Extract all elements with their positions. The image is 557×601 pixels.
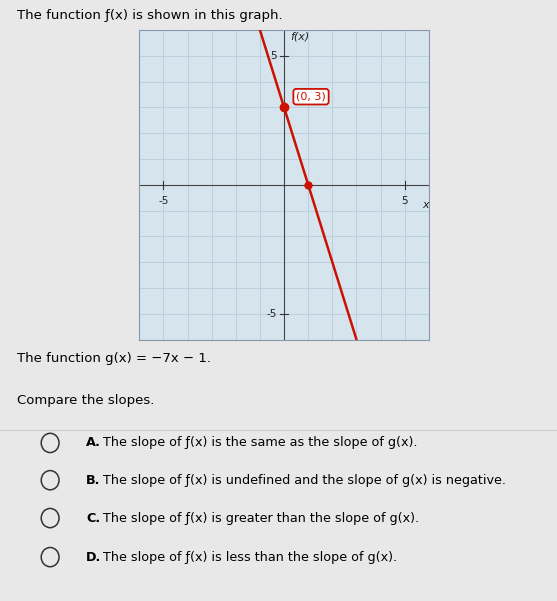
Text: x: x [422, 200, 428, 210]
Text: 5: 5 [270, 51, 277, 61]
Text: The function ƒ(x) is shown in this graph.: The function ƒ(x) is shown in this graph… [17, 9, 282, 22]
Text: -5: -5 [158, 197, 169, 206]
Text: 5: 5 [402, 197, 408, 206]
Text: (0, 3): (0, 3) [296, 92, 326, 102]
Text: f(x): f(x) [290, 31, 309, 41]
Text: The slope of ƒ(x) is greater than the slope of g(x).: The slope of ƒ(x) is greater than the sl… [103, 511, 419, 525]
Text: A.: A. [86, 436, 101, 450]
Text: The slope of ƒ(x) is undefined and the slope of g(x) is negative.: The slope of ƒ(x) is undefined and the s… [103, 474, 506, 487]
Text: The function g(x) = −7x − 1.: The function g(x) = −7x − 1. [17, 352, 211, 365]
Text: C.: C. [86, 511, 100, 525]
Text: B.: B. [86, 474, 101, 487]
Text: -5: -5 [266, 309, 277, 319]
Text: The slope of ƒ(x) is less than the slope of g(x).: The slope of ƒ(x) is less than the slope… [103, 551, 397, 564]
Text: D.: D. [86, 551, 101, 564]
Text: Compare the slopes.: Compare the slopes. [17, 394, 154, 407]
Text: The slope of ƒ(x) is the same as the slope of g(x).: The slope of ƒ(x) is the same as the slo… [103, 436, 418, 450]
